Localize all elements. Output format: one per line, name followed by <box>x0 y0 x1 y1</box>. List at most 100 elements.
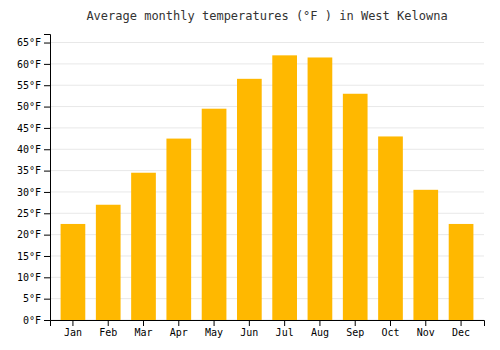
x-tick-label: Feb <box>99 327 117 338</box>
y-tick-label: 40°F <box>17 144 41 155</box>
y-tick: 35°F <box>17 165 50 176</box>
x-axis-line <box>51 321 485 327</box>
y-tick: 45°F <box>17 123 50 134</box>
x-tick: Mar <box>134 320 152 338</box>
y-tick: 30°F <box>17 187 50 198</box>
y-tick-mark <box>44 107 50 108</box>
y-tick-mark <box>44 256 50 257</box>
bar <box>343 94 368 320</box>
bar <box>237 79 262 320</box>
y-tick-mark <box>44 149 50 150</box>
x-tick-label: Oct <box>381 327 399 338</box>
bar <box>413 190 438 320</box>
x-tick: Sep <box>346 320 364 338</box>
plot: 0°F 5°F 10°F 15°F 20°F 25°F 30°F 35°F 40°F 45°F 50… <box>17 35 485 339</box>
x-tick: Jul <box>276 320 294 338</box>
y-tick: 40°F <box>17 144 50 155</box>
y-tick: 50°F <box>17 101 50 112</box>
bar <box>308 57 333 320</box>
x-tick-label: Jun <box>240 327 258 338</box>
y-tick: 15°F <box>17 251 50 262</box>
y-tick: 10°F <box>17 272 50 283</box>
y-tick: 60°F <box>17 59 50 70</box>
x-tick-label: Mar <box>134 327 152 338</box>
y-tick: 65°F <box>17 37 50 48</box>
x-tick-label: Dec <box>452 327 470 338</box>
y-tick-mark <box>44 277 50 278</box>
x-tick-mark <box>461 320 462 326</box>
y-tick-label: 10°F <box>17 272 41 283</box>
x-tick-label: Nov <box>417 327 435 338</box>
x-tick-mark <box>319 320 320 326</box>
y-tick-label: 20°F <box>17 229 41 240</box>
y-tick-label: 25°F <box>17 208 41 219</box>
x-tick: Jun <box>240 320 258 338</box>
x-axis: Jan Feb Mar Apr May Jun Jul Aug Sep Oct Nov Dec <box>51 320 485 338</box>
grid-line <box>50 127 484 128</box>
bar <box>131 173 156 320</box>
x-tick-label: Jan <box>64 327 82 338</box>
y-tick-mark <box>44 213 50 214</box>
y-tick-label: 60°F <box>17 59 41 70</box>
x-tick-label: Apr <box>170 327 188 338</box>
y-tick-label: 50°F <box>17 101 41 112</box>
y-tick-label: 5°F <box>23 293 41 304</box>
x-tick: Dec <box>452 320 470 338</box>
y-tick: 0°F <box>23 315 50 326</box>
x-tick: Jan <box>64 320 82 338</box>
y-axis: 0°F 5°F 10°F 15°F 20°F 25°F 30°F 35°F 40°F 45°F 50… <box>17 35 51 326</box>
title: Average monthly temperatures (°F ) in We… <box>86 9 447 23</box>
bar <box>96 205 121 320</box>
x-tick-label: May <box>205 327 223 338</box>
x-tick-mark <box>284 320 285 326</box>
y-tick-mark <box>44 128 50 129</box>
grid-line <box>50 85 484 86</box>
x-tick-mark <box>108 320 109 326</box>
chart: 0°F 5°F 10°F 15°F 20°F 25°F 30°F 35°F 40°F 45°F 50… <box>0 0 500 350</box>
x-tick: May <box>205 320 223 338</box>
y-tick-mark <box>44 85 50 86</box>
y-tick-label: 45°F <box>17 123 41 134</box>
bar <box>202 109 227 320</box>
y-tick-label: 0°F <box>23 315 41 326</box>
y-tick: 55°F <box>17 80 50 91</box>
y-tick-label: 30°F <box>17 187 41 198</box>
y-tick-mark <box>44 192 50 193</box>
y-tick-mark <box>44 320 50 321</box>
x-tick-mark <box>249 320 250 326</box>
x-tick: Nov <box>417 320 435 338</box>
x-tick-mark <box>178 320 179 326</box>
y-tick-mark <box>44 235 50 236</box>
grid-line <box>50 149 484 150</box>
y-tick: 20°F <box>17 229 50 240</box>
y-tick-mark <box>44 64 50 65</box>
y-tick-label: 15°F <box>17 251 41 262</box>
x-tick: Oct <box>381 320 399 338</box>
bars <box>61 55 474 320</box>
y-tick-label: 35°F <box>17 165 41 176</box>
x-tick: Aug <box>311 320 329 338</box>
x-tick: Apr <box>170 320 188 338</box>
x-tick-label: Sep <box>346 327 364 338</box>
x-tick-mark <box>72 320 73 326</box>
y-tick: 5°F <box>23 293 50 304</box>
x-tick-mark <box>390 320 391 326</box>
grid-line <box>50 170 484 171</box>
x-tick-mark <box>425 320 426 326</box>
y-axis-line <box>44 35 51 321</box>
bar <box>449 224 474 320</box>
bar <box>378 136 403 320</box>
y-tick-mark <box>44 299 50 300</box>
y-tick-mark <box>44 171 50 172</box>
bar <box>61 224 86 320</box>
bar <box>272 55 297 320</box>
x-tick-mark <box>214 320 215 326</box>
bar <box>166 139 191 320</box>
grid-line <box>50 63 484 64</box>
x-tick-mark <box>355 320 356 326</box>
x-tick-label: Jul <box>276 327 294 338</box>
y-tick: 25°F <box>17 208 50 219</box>
y-tick-label: 65°F <box>17 37 41 48</box>
y-tick-mark <box>44 43 50 44</box>
grid-line <box>50 42 484 43</box>
